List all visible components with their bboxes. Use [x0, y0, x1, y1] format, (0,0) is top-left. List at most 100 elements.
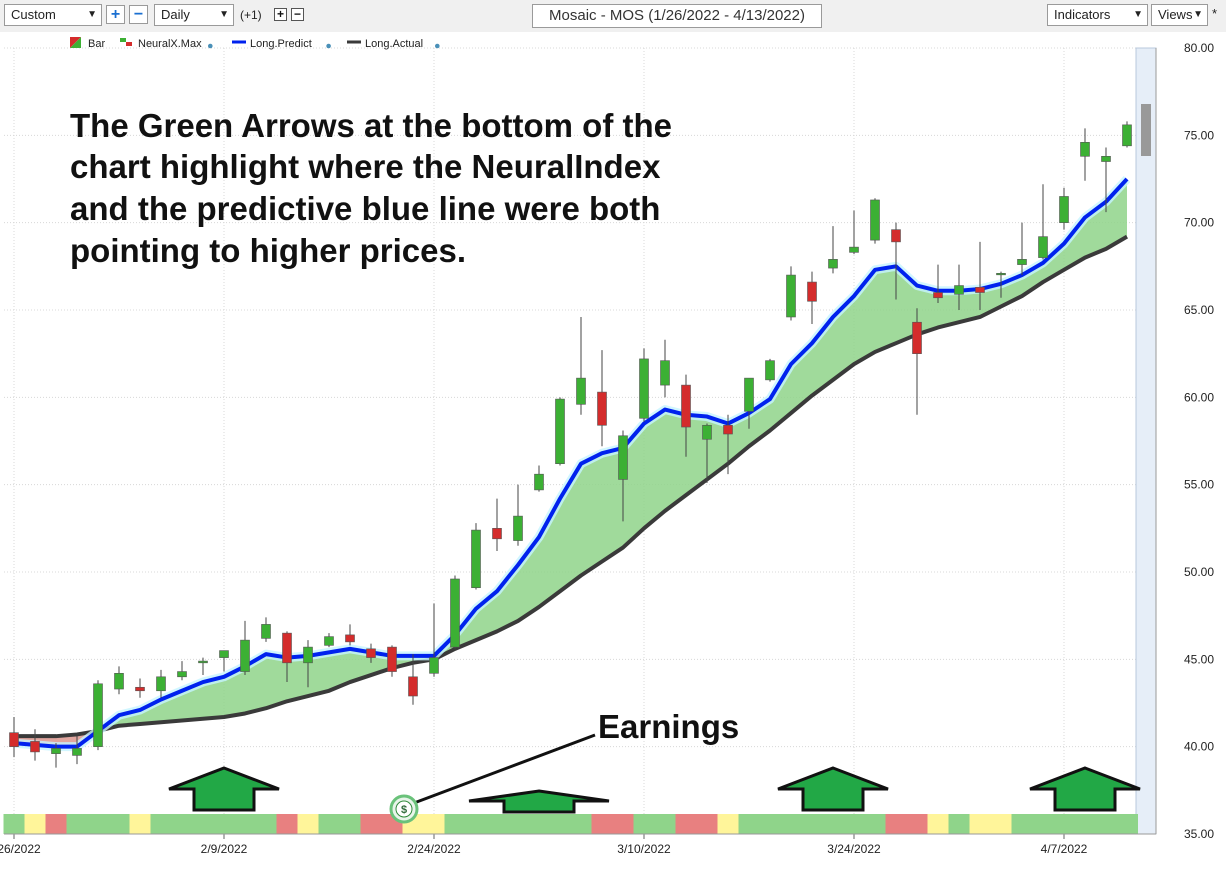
- neural-strip-cell: [87, 814, 109, 834]
- neural-strip-cell: [276, 814, 298, 834]
- neural-strip-cell: [570, 814, 592, 834]
- offset-minus-button[interactable]: −: [291, 8, 304, 21]
- y-tick-label: 40.00: [1184, 740, 1214, 754]
- chevron-down-icon: ▼: [219, 9, 229, 20]
- y-tick-label: 45.00: [1184, 652, 1214, 666]
- candle-body: [1059, 196, 1069, 223]
- green-arrows: [168, 766, 1141, 814]
- candle: [870, 198, 880, 244]
- earnings-annotation: $: [389, 733, 596, 824]
- prediction-lines: [13, 175, 1131, 752]
- candle-body: [471, 529, 481, 589]
- candle-body: [681, 384, 691, 428]
- neural-bar-icon: [126, 42, 132, 46]
- candle: [429, 603, 439, 677]
- candle-body: [1080, 142, 1090, 157]
- green-up-arrow: [1029, 766, 1141, 812]
- neural-strip-cell: [423, 814, 445, 834]
- neural-strip-cell: [969, 814, 991, 834]
- candle: [891, 222, 901, 300]
- neural-strip-cell: [3, 814, 25, 834]
- neural-strip-cell: [45, 814, 67, 834]
- candle-body: [345, 634, 355, 643]
- neural-strip-cell: [885, 814, 907, 834]
- chart-title: Mosaic - MOS (1/26/2022 - 4/13/2022): [532, 4, 822, 28]
- candle: [576, 316, 586, 415]
- chevron-down-icon: ▼: [1193, 9, 1203, 20]
- neural-strip-cell: [549, 814, 571, 834]
- legend-settings-dot: [326, 43, 331, 49]
- views-modified-marker: *: [1212, 6, 1218, 21]
- candle: [1080, 128, 1090, 181]
- price-chart[interactable]: 80.00 75.00 70.00 65.00 60.00 55.00 50.00 45.00…: [0, 32, 1226, 871]
- neural-strip-cell: [1074, 814, 1096, 834]
- candle: [219, 650, 229, 672]
- y-tick-label: 80.00: [1184, 41, 1214, 55]
- candle-body: [366, 648, 376, 658]
- candle: [534, 465, 544, 492]
- zoom-in-button[interactable]: +: [106, 5, 125, 24]
- headline-line-3: and the predictive blue line were both: [70, 190, 660, 227]
- neural-strip-cell: [990, 814, 1012, 834]
- zoom-out-button[interactable]: −: [129, 5, 148, 24]
- neural-strip-cell: [633, 814, 655, 834]
- candle-body: [723, 424, 733, 435]
- candle: [618, 430, 628, 522]
- earnings-marker-icon: [395, 800, 413, 818]
- period-select[interactable]: Custom ▼: [4, 4, 102, 26]
- neural-strip-cell: [759, 814, 781, 834]
- candle-body: [387, 646, 397, 672]
- candle: [387, 645, 397, 677]
- x-tick-label: 1/26/2022: [0, 842, 41, 856]
- candle: [513, 484, 523, 546]
- neural-strip-cell: [507, 814, 529, 834]
- neural-strip-cell: [1053, 814, 1075, 834]
- axes: 80.00 75.00 70.00 65.00 60.00 55.00 50.00 45.00…: [0, 41, 1214, 856]
- candle-body: [954, 285, 964, 295]
- neural-strip-cell: [780, 814, 802, 834]
- neural-strip-cell: [108, 814, 130, 834]
- neural-strip-cell: [675, 814, 697, 834]
- x-tick-label: 2/24/2022: [407, 842, 461, 856]
- neural-strip-cell: [948, 814, 970, 834]
- bar-icon: [70, 37, 81, 48]
- candle-body: [1017, 259, 1027, 265]
- candle-body: [1101, 155, 1111, 162]
- candle: [282, 631, 292, 683]
- prediction-band-area: [14, 179, 1127, 747]
- legend-label: NeuralX.Max: [138, 38, 202, 50]
- candle-body: [744, 377, 754, 412]
- candle-body: [72, 748, 82, 756]
- offset-plus-button[interactable]: +: [274, 8, 287, 21]
- candle-body: [702, 424, 712, 440]
- candle-body: [156, 676, 166, 692]
- candle-body: [765, 360, 775, 381]
- legend-label: Long.Predict: [250, 38, 312, 50]
- neural-strip-cell: [255, 814, 277, 834]
- interval-select[interactable]: Daily ▼: [154, 4, 234, 26]
- long-actual-line: [14, 234, 1129, 739]
- candle: [114, 666, 124, 695]
- candle: [660, 339, 670, 398]
- green-up-arrow: [777, 766, 889, 812]
- candle: [1017, 222, 1027, 276]
- candle-body: [9, 732, 19, 747]
- neural-strip-cell: [24, 814, 46, 834]
- candle-body: [114, 673, 124, 690]
- indicators-button[interactable]: Indicators ▼: [1047, 4, 1148, 26]
- views-button[interactable]: Views ▼: [1151, 4, 1208, 26]
- candle: [954, 264, 964, 310]
- candle: [1059, 187, 1069, 230]
- x-tick-label: 3/24/2022: [827, 842, 881, 856]
- neural-strip-cell: [864, 814, 886, 834]
- candle: [366, 643, 376, 663]
- neural-strip-cell: [66, 814, 88, 834]
- candle-body: [849, 246, 859, 253]
- long-predict-line: [13, 177, 1129, 749]
- candle-body: [870, 199, 880, 241]
- y-tick-label: 75.00: [1184, 128, 1214, 142]
- neural-strip-cell: [297, 814, 319, 834]
- neural-strip-cell: [171, 814, 193, 834]
- scroll-handle[interactable]: [1141, 104, 1151, 156]
- candle: [807, 271, 817, 324]
